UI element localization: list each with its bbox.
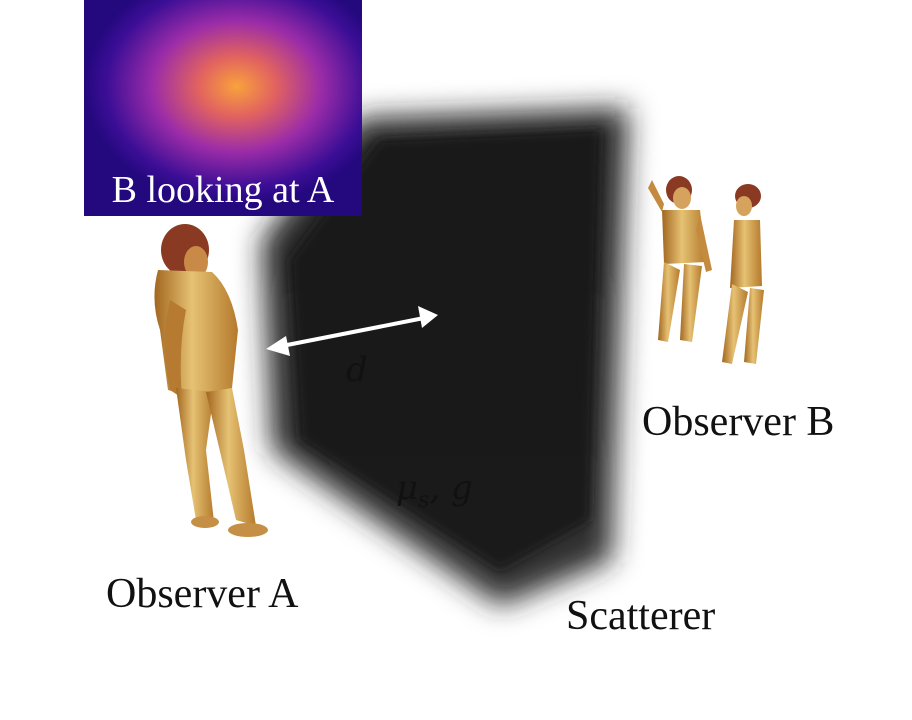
observer-b-figure-right-icon (722, 184, 764, 364)
distance-label: d (346, 350, 368, 390)
medium-params-label: μs, g (396, 468, 473, 513)
inset-image (84, 0, 362, 216)
observer-a-figure-icon (154, 224, 268, 537)
distance-arrow-icon (266, 306, 438, 356)
scatterer-core (290, 130, 600, 570)
observer-b-label: Observer B (642, 399, 835, 445)
inset-caption: B looking at A (111, 169, 335, 211)
scatterer-label: Scatterer (566, 593, 716, 639)
observer-a-label: Observer A (106, 571, 299, 617)
observer-b-figure-left-icon (648, 176, 712, 342)
